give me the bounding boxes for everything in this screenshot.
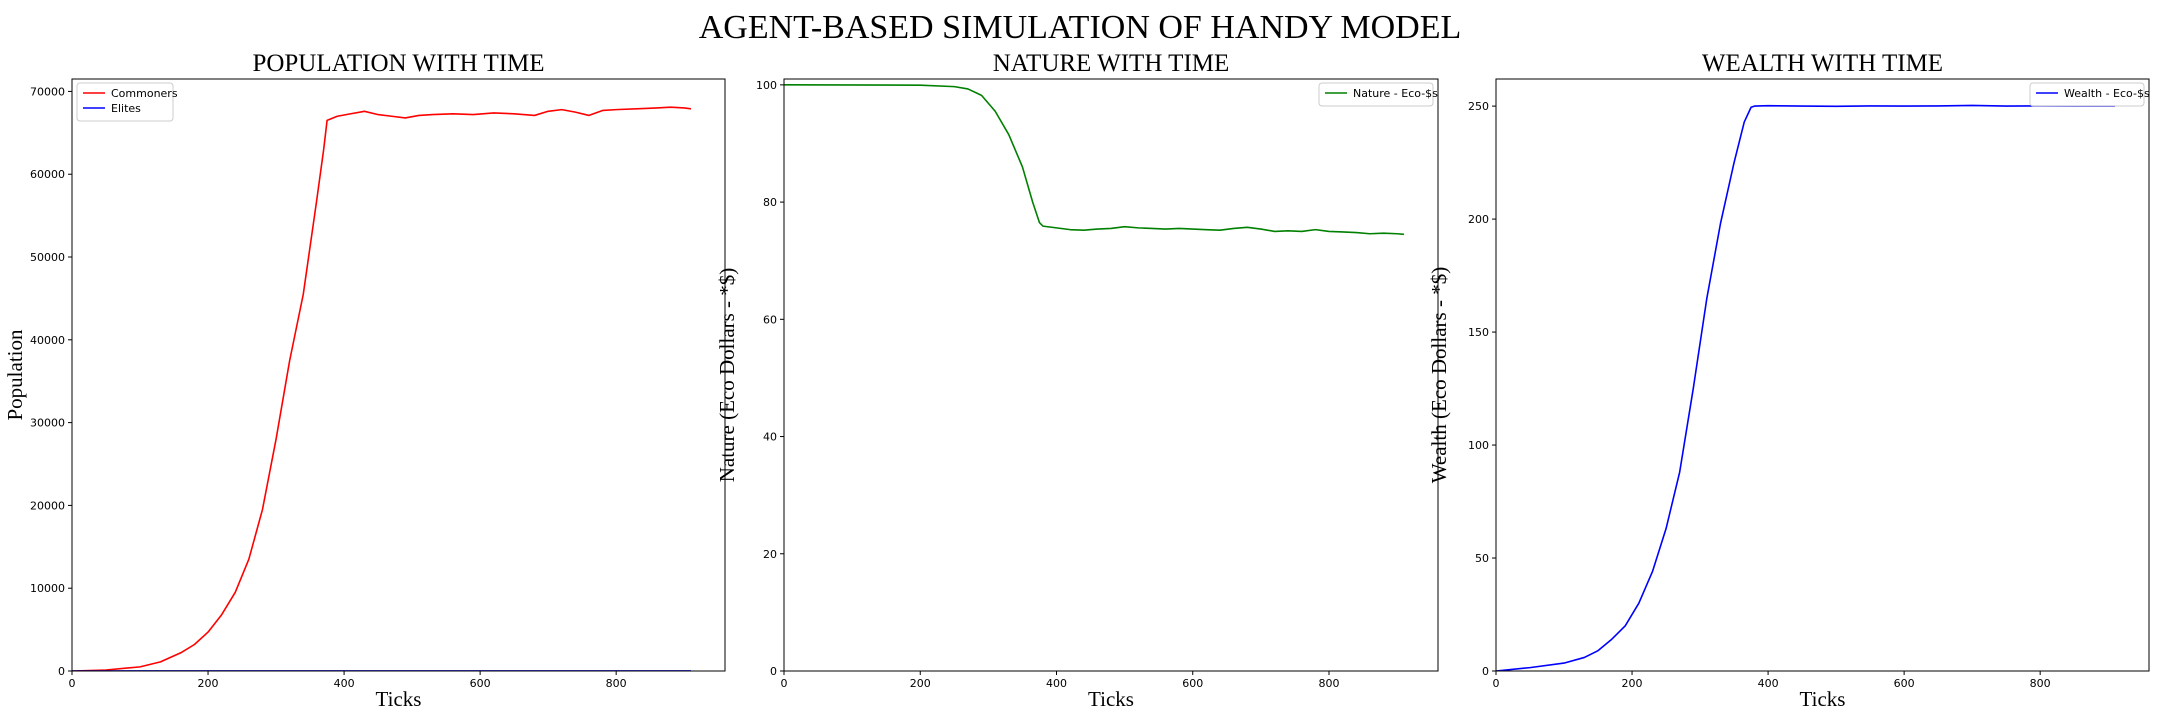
y-axis-label: Population bbox=[3, 329, 27, 421]
legend-box bbox=[2029, 82, 2145, 107]
plot-area bbox=[1496, 104, 2116, 671]
x-tick-label: 800 bbox=[1319, 677, 1340, 690]
y-tick-label: 0 bbox=[770, 665, 777, 678]
chart-title: NATURE WITH TIME bbox=[993, 50, 1230, 77]
x-tick-label: 600 bbox=[1894, 677, 1915, 690]
y-tick-label: 150 bbox=[1468, 326, 1489, 339]
nature-chart: NATURE WITH TIME 0 200 400 600 800 0 20 40 60 80 10… bbox=[715, 50, 1439, 711]
y-tick-label: 20000 bbox=[30, 499, 65, 512]
y-tick-label: 60 bbox=[763, 313, 777, 326]
x-tick-label: 800 bbox=[606, 677, 627, 690]
legend-box bbox=[1318, 82, 1434, 107]
y-tick-label: 200 bbox=[1468, 213, 1489, 226]
plot-area bbox=[784, 84, 1405, 236]
wealth-chart: WEALTH WITH TIME 0 200 400 600 800 0 50 100 150 20… bbox=[1427, 50, 2150, 711]
y-tick-label: 50 bbox=[1475, 552, 1489, 565]
y-tick-label: 50000 bbox=[30, 251, 65, 264]
series-line-wealth-eco-s bbox=[1496, 104, 2116, 671]
y-tick-label: 80 bbox=[763, 196, 777, 209]
x-tick-label: 400 bbox=[1758, 677, 1779, 690]
legend-label: Wealth - Eco-$s bbox=[2064, 87, 2150, 100]
y-tick-label: 100 bbox=[1468, 439, 1489, 452]
legend: Nature - Eco-$s bbox=[1318, 82, 1438, 107]
x-tick-label: 200 bbox=[198, 677, 219, 690]
x-tick-label: 0 bbox=[781, 677, 788, 690]
y-tick-label: 0 bbox=[58, 665, 65, 678]
y-tick-label: 30000 bbox=[30, 417, 65, 430]
y-axis-label: Nature (Eco Dollars - *$) bbox=[715, 268, 739, 483]
legend: Wealth - Eco-$s bbox=[2029, 82, 2150, 107]
y-tick-label: 70000 bbox=[30, 85, 65, 98]
population-chart: POPULATION WITH TIME 0 200 400 600 800 0 10000 2… bbox=[3, 50, 726, 711]
x-tick-label: 0 bbox=[1493, 677, 1500, 690]
axes-frame bbox=[1495, 78, 2150, 672]
legend: Commoners Elites bbox=[76, 82, 178, 122]
x-tick-label: 800 bbox=[2030, 677, 2051, 690]
x-tick-label: 200 bbox=[1622, 677, 1643, 690]
y-axis-label: Wealth (Eco Dollars - *$) bbox=[1427, 267, 1451, 483]
x-tick-label: 200 bbox=[910, 677, 931, 690]
x-tick-label: 400 bbox=[334, 677, 355, 690]
chart-title: WEALTH WITH TIME bbox=[1702, 50, 1943, 77]
x-tick-label: 600 bbox=[470, 677, 491, 690]
plot-area bbox=[72, 106, 692, 671]
chart-title: POPULATION WITH TIME bbox=[252, 50, 544, 77]
y-tick-label: 0 bbox=[1482, 665, 1489, 678]
y-tick-label: 100 bbox=[756, 79, 777, 92]
x-axis-label: Ticks bbox=[1088, 687, 1134, 711]
x-axis-label: Ticks bbox=[376, 687, 422, 711]
y-tick-label: 20 bbox=[763, 548, 777, 561]
x-axis-label: Ticks bbox=[1800, 687, 1846, 711]
legend-label: Elites bbox=[111, 102, 141, 115]
x-tick-label: 600 bbox=[1182, 677, 1203, 690]
y-tick-label: 40000 bbox=[30, 334, 65, 347]
axes-frame bbox=[783, 78, 1439, 672]
figure-title: AGENT-BASED SIMULATION OF HANDY MODEL bbox=[699, 9, 1461, 46]
x-tick-label: 0 bbox=[69, 677, 76, 690]
y-tick-label: 10000 bbox=[30, 582, 65, 595]
y-tick-label: 40 bbox=[763, 431, 777, 444]
series-line-nature-eco-s bbox=[784, 84, 1405, 236]
axes-frame bbox=[71, 78, 726, 672]
legend-label: Commoners bbox=[111, 87, 178, 100]
series-line-commoners bbox=[72, 106, 692, 671]
y-tick-label: 60000 bbox=[30, 168, 65, 181]
x-tick-label: 400 bbox=[1046, 677, 1067, 690]
y-tick-label: 250 bbox=[1468, 100, 1489, 113]
legend-label: Nature - Eco-$s bbox=[1353, 87, 1438, 100]
